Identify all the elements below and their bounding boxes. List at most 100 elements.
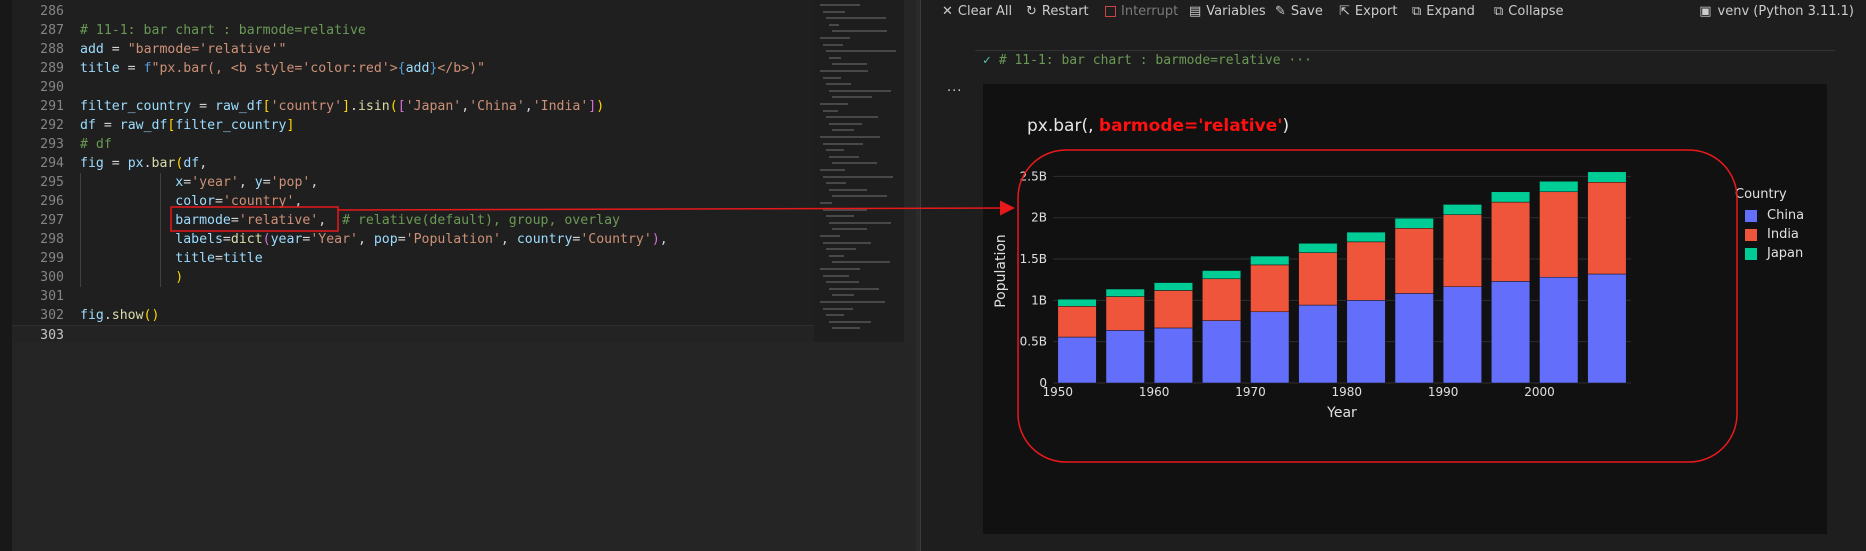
- kernel-picker[interactable]: ▣ venv (Python 3.11.1): [1699, 4, 1854, 19]
- code-text[interactable]: fig = px.bar(df,: [80, 156, 208, 171]
- code-line[interactable]: 287 # 11-1: bar chart : barmode=relative: [12, 21, 814, 40]
- bar-india: [1057, 306, 1097, 338]
- code-line[interactable]: 300 ): [12, 268, 814, 287]
- code-line[interactable]: 289 title = f"px.bar(, <b style='color:re…: [12, 59, 814, 78]
- code-line[interactable]: 288 add = "barmode='relative'": [12, 40, 814, 59]
- bar-india: [1202, 278, 1242, 321]
- minimap-line: [820, 4, 860, 6]
- bar-china: [1442, 286, 1482, 384]
- x-tick-label: 1960: [1139, 385, 1170, 399]
- code-line[interactable]: 296 color='country',: [12, 192, 814, 211]
- code-text[interactable]: title=title: [175, 251, 263, 266]
- minimap-line: [826, 248, 856, 251]
- bar-china: [1539, 276, 1579, 384]
- code-text[interactable]: fig.show(): [80, 308, 160, 323]
- code-editor[interactable]: 286 287 # 11-1: bar chart : barmode=relati…: [0, 0, 916, 551]
- y-tick-label: 1B: [1031, 293, 1047, 307]
- minimap-scrollbar[interactable]: [904, 0, 916, 342]
- code-line[interactable]: 286: [12, 2, 814, 21]
- minimap-line: [829, 287, 879, 290]
- line-number: 297: [40, 213, 64, 228]
- kernel-label: venv (Python 3.11.1): [1717, 4, 1854, 19]
- close-icon: ✕: [942, 4, 953, 19]
- bar-india: [1298, 252, 1338, 306]
- minimap-line: [823, 43, 843, 46]
- save-button[interactable]: ✎ Save: [1275, 4, 1323, 19]
- code-line[interactable]: 290: [12, 78, 814, 97]
- minimap-line: [823, 274, 849, 277]
- line-number: 291: [40, 99, 64, 114]
- minimap-line: [829, 89, 891, 92]
- export-icon: ⇱: [1339, 4, 1350, 19]
- bar-india: [1491, 201, 1531, 282]
- legend-item-china[interactable]: China: [1733, 206, 1804, 225]
- variables-button[interactable]: ▤ Variables: [1189, 4, 1266, 19]
- export-button[interactable]: ⇱ Export: [1339, 4, 1397, 19]
- code-text[interactable]: labels=dict(year='Year', pop='Population…: [175, 232, 668, 247]
- code-text[interactable]: df = raw_df[filter_country]: [80, 118, 295, 133]
- chart-title-prefix: px.bar(,: [1027, 116, 1099, 136]
- chart-title: px.bar(, barmode='relative'): [1027, 116, 1289, 136]
- y-tick-label: 0.5B: [1020, 335, 1047, 349]
- minimap-line: [832, 228, 867, 231]
- legend-item-india[interactable]: India: [1733, 225, 1804, 244]
- code-line[interactable]: 291 filter_country = raw_df['country'].is…: [12, 97, 814, 116]
- bar-china: [1250, 311, 1290, 384]
- code-text[interactable]: # 11-1: bar chart : barmode=relative: [80, 23, 366, 38]
- bar-japan: [1394, 217, 1434, 229]
- minimap[interactable]: [814, 0, 914, 342]
- minimap-line: [826, 281, 859, 284]
- minimap-line: [832, 294, 854, 297]
- clear-all-button[interactable]: ✕ Clear All: [942, 4, 1012, 19]
- code-line[interactable]: 299 title=title: [12, 249, 814, 268]
- x-tick-label: 1950: [1043, 385, 1074, 399]
- minimap-line: [823, 76, 841, 79]
- editor-splitter[interactable]: [916, 0, 920, 551]
- code-line[interactable]: 301: [12, 287, 814, 306]
- code-line[interactable]: 293 # df: [12, 135, 814, 154]
- code-area[interactable]: 286 287 # 11-1: bar chart : barmode=relati…: [12, 0, 814, 344]
- cell-header[interactable]: ✓ # 11-1: bar chart : barmode=relative ··…: [983, 53, 1312, 68]
- minimap-line: [826, 314, 844, 317]
- minimap-line: [832, 261, 890, 264]
- minimap-line: [820, 136, 880, 138]
- code-line[interactable]: 294 fig = px.bar(df,: [12, 154, 814, 173]
- cell-more-actions-icon[interactable]: ...: [947, 80, 963, 95]
- expand-button[interactable]: ⧉ Expand: [1412, 4, 1475, 19]
- code-text[interactable]: color='country',: [175, 194, 303, 209]
- code-line[interactable]: 302 fig.show(): [12, 306, 814, 325]
- code-text[interactable]: x='year', y='pop',: [175, 175, 319, 190]
- bar-india: [1442, 214, 1482, 287]
- interrupt-button[interactable]: Interrupt: [1105, 4, 1178, 19]
- plotly-figure[interactable]: 0 0.5B 1B 1.5B 2B 2.5B 1950 1960 1970 1980 1990 200…: [983, 84, 1827, 534]
- code-line[interactable]: 292 df = raw_df[filter_country]: [12, 116, 814, 135]
- x-tick-label: 2000: [1524, 385, 1555, 399]
- y-axis-title: Population: [993, 234, 1009, 308]
- legend-item-japan[interactable]: Japan: [1733, 244, 1804, 263]
- variables-icon: ▤: [1189, 4, 1202, 19]
- code-text[interactable]: # df: [80, 137, 112, 152]
- line-number: 299: [40, 251, 64, 266]
- bar-japan: [1105, 288, 1145, 297]
- code-line[interactable]: 295 x='year', y='pop',: [12, 173, 814, 192]
- interactive-window-toolbar: ✕ Clear All ↻ Restart Interrupt ▤ Variab…: [940, 0, 1866, 26]
- code-line[interactable]: 297 barmode='relative', # relative(defau…: [12, 211, 814, 230]
- collapse-button[interactable]: ⧉ Collapse: [1494, 4, 1564, 19]
- legend-swatch: [1745, 209, 1757, 222]
- collapse-label: Collapse: [1508, 4, 1564, 19]
- code-text[interactable]: add = "barmode='relative'": [80, 42, 287, 57]
- bar-china: [1105, 330, 1145, 384]
- code-line[interactable]: 298 labels=dict(year='Year', pop='Popula…: [12, 230, 814, 249]
- panel-scrollbar[interactable]: [920, 0, 938, 551]
- code-text[interactable]: filter_country = raw_df['country'].isin(…: [80, 99, 605, 114]
- cell-divider: [975, 50, 1835, 51]
- minimap-line: [820, 37, 850, 39]
- code-text[interactable]: title = f"px.bar(, <b style='color:red'>…: [80, 61, 486, 76]
- x-tick-label: 1990: [1428, 385, 1459, 399]
- bar-china: [1394, 293, 1434, 384]
- minimap-line: [832, 96, 872, 99]
- kernel-icon: ▣: [1699, 4, 1712, 19]
- code-text[interactable]: ): [175, 270, 184, 285]
- minimap-line: [829, 254, 844, 257]
- restart-button[interactable]: ↻ Restart: [1026, 4, 1089, 19]
